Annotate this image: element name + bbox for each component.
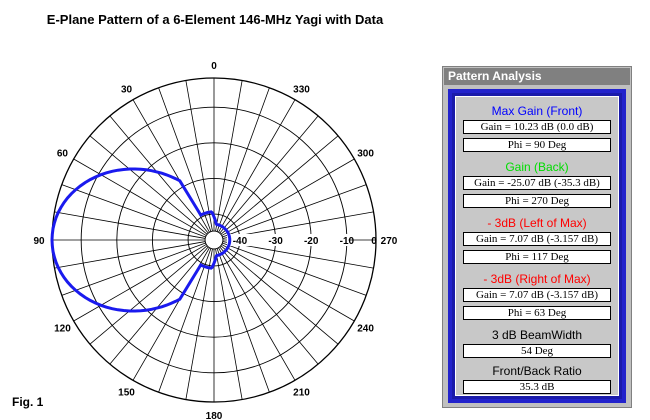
max-gain-phi: Phi = 90 Deg [463, 138, 611, 152]
radial-label: 0 [371, 236, 377, 247]
grid-spoke [215, 248, 243, 400]
grid-spoke [218, 247, 296, 381]
grid-spoke [218, 99, 296, 233]
grid-spoke [109, 246, 209, 365]
max-gain-header: Max Gain (Front) [491, 104, 583, 118]
radial-label: -20 [304, 236, 319, 247]
panel-frame: Max Gain (Front) Gain = 10.23 dB (0.0 dB… [448, 89, 626, 403]
polar-plot: 0 30 60 90 120 150 180 210 240 270 300 330 -40 -30 -2… [33, 61, 397, 420]
max-gain-value: Gain = 10.23 dB (0.0 dB) [463, 120, 611, 134]
grid-spoke [222, 184, 367, 238]
radial-label: -30 [268, 236, 283, 247]
angle-label-240: 240 [357, 324, 374, 335]
angle-labels: 0 30 60 90 120 150 180 210 240 270 300 330 [33, 61, 397, 420]
grid-spoke [61, 242, 206, 296]
angle-label-270: 270 [381, 236, 398, 247]
grid-spoke [220, 245, 339, 345]
angle-label-150: 150 [118, 388, 135, 399]
back-gain-value: Gain = -25.07 dB (-35.3 dB) [463, 176, 611, 190]
right-3db-value: Gain = 7.07 dB (-3.157 dB) [463, 288, 611, 302]
figure-label: Fig. 1 [12, 395, 44, 409]
front-back-label: Front/Back Ratio [492, 364, 582, 378]
left-3db-value: Gain = 7.07 dB (-3.157 dB) [463, 232, 611, 246]
right-3db-phi: Phi = 63 Deg [463, 306, 611, 320]
left-3db-phi: Phi = 117 Deg [463, 250, 611, 264]
grid-spoke [54, 211, 206, 239]
angle-label-120: 120 [54, 324, 71, 335]
angle-label-90: 90 [33, 236, 45, 247]
angle-label-60: 60 [57, 149, 69, 160]
angle-label-330: 330 [293, 84, 310, 95]
grid-spoke [73, 158, 207, 236]
angle-label-180: 180 [206, 411, 223, 420]
grid-spoke [73, 244, 207, 322]
grid-spoke [89, 135, 208, 235]
page-title: E-Plane Pattern of a 6-Element 146-MHz Y… [46, 12, 384, 27]
angle-label-30: 30 [121, 84, 133, 95]
grid-spoke [54, 241, 206, 269]
radiation-pattern [50, 167, 232, 313]
grid-spoke [216, 87, 270, 232]
beamwidth-label: 3 dB BeamWidth [491, 328, 583, 342]
angle-label-210: 210 [293, 388, 310, 399]
angle-label-0: 0 [211, 61, 217, 72]
grid-spoke [61, 184, 206, 238]
grid-spoke [109, 115, 209, 234]
grid-spoke [215, 80, 243, 232]
grid-spoke [216, 248, 270, 393]
back-gain-header: Gain (Back) [505, 160, 569, 174]
grid-spoke [221, 158, 355, 236]
grid-spoke [185, 80, 213, 232]
grid-spoke [222, 242, 367, 296]
radial-label: -10 [340, 236, 355, 247]
grid-spoke [221, 244, 355, 322]
grid-spoke [219, 246, 319, 365]
angle-label-300: 300 [357, 149, 374, 160]
right-3db-header: - 3dB (Right of Max) [483, 272, 591, 286]
grid-spoke [158, 87, 212, 232]
grid-spoke [158, 248, 212, 393]
grid-spoke [185, 248, 213, 400]
beamwidth-value: 54 Deg [463, 344, 611, 358]
back-gain-phi: Phi = 270 Deg [463, 194, 611, 208]
radial-label: -40 [233, 236, 248, 247]
front-back-value: 35.3 dB [463, 380, 611, 394]
grid-spoke [220, 135, 339, 235]
grid-spoke [89, 245, 208, 345]
radial-labels: -40 -30 -20 -10 0 [226, 234, 377, 247]
panel-title: Pattern Analysis [444, 68, 630, 85]
grid-spoke [219, 115, 319, 234]
panel-inner: Max Gain (Front) Gain = 10.23 dB (0.0 dB… [455, 96, 619, 396]
pattern-analysis-panel: Pattern Analysis Max Gain (Front) Gain =… [442, 66, 632, 408]
left-3db-header: - 3dB (Left of Max) [487, 216, 587, 230]
